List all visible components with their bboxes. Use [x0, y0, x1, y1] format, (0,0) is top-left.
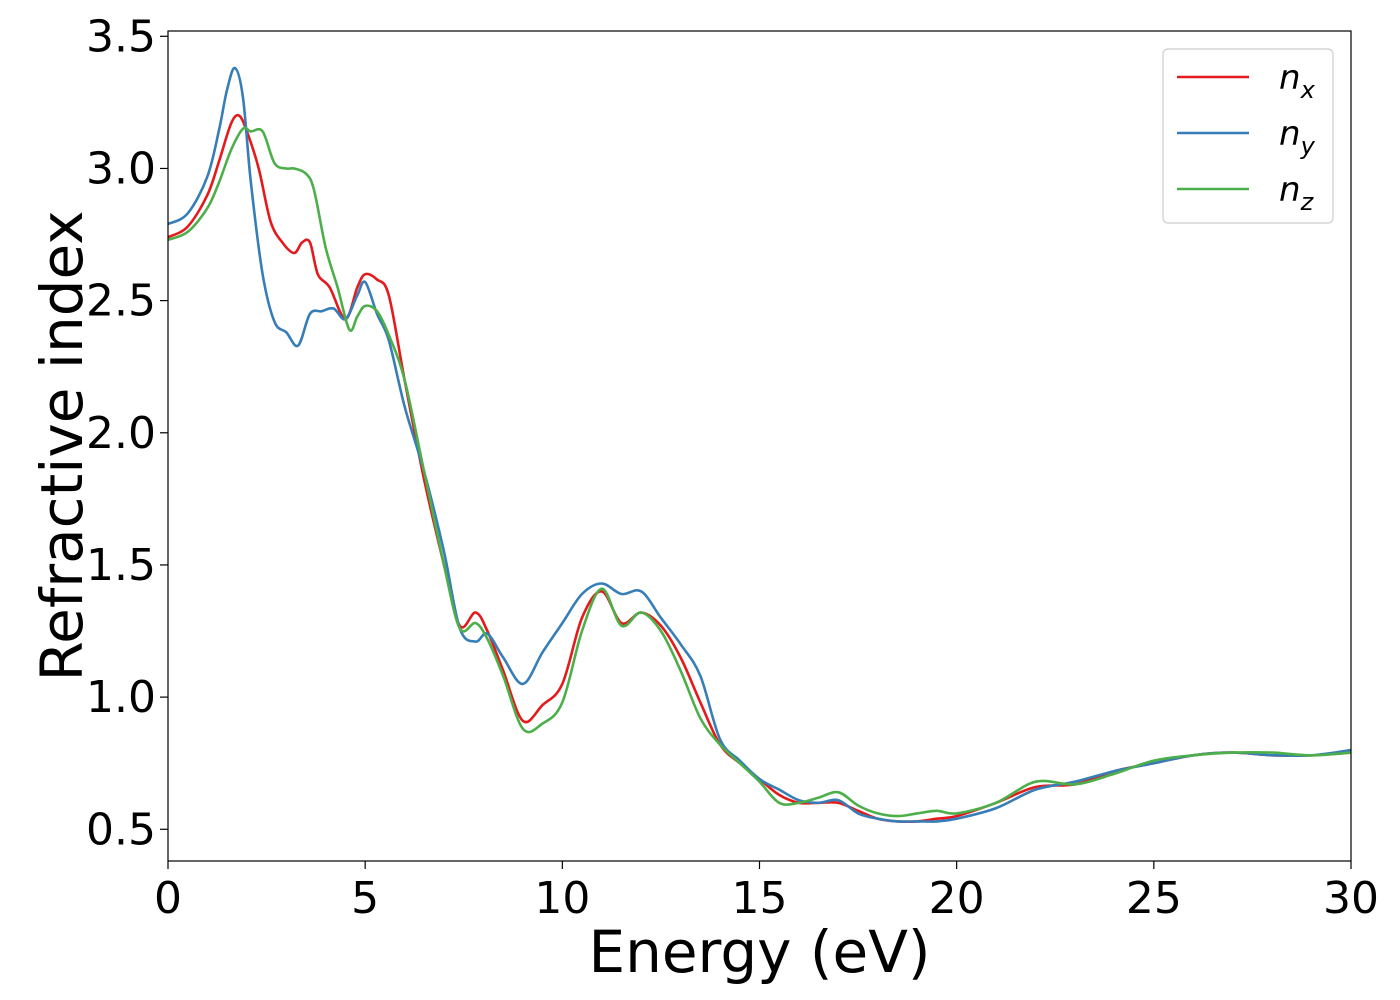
- y-tick-label: 0.5: [86, 804, 156, 855]
- legend-label-subscript: x: [1300, 76, 1316, 104]
- y-tick-label: 3.5: [86, 11, 156, 62]
- legend-label-base: n: [1279, 114, 1301, 154]
- y-tick-label: 3.0: [86, 143, 156, 194]
- x-tick-label: 0: [154, 873, 182, 924]
- y-tick-label: 2.5: [86, 276, 156, 327]
- x-axis-label: Energy (eV): [588, 918, 930, 986]
- legend-label-nz: nz: [1279, 170, 1315, 216]
- legend-label-subscript: y: [1300, 132, 1316, 160]
- x-tick-label: 25: [1126, 873, 1182, 924]
- legend-label-base: n: [1279, 170, 1301, 210]
- x-tick-label: 30: [1323, 873, 1379, 924]
- legend-label-nx: nx: [1279, 58, 1316, 104]
- legend-label-subscript: z: [1300, 188, 1315, 216]
- x-tick-label: 20: [929, 873, 985, 924]
- legend-box: [1162, 48, 1334, 224]
- y-axis-label: Refractive index: [28, 210, 96, 681]
- x-tick-label: 15: [732, 873, 788, 924]
- x-tick-label: 5: [351, 873, 379, 924]
- y-tick-label: 1.5: [86, 540, 156, 591]
- x-axis: 0 5 10 15 20 25 30: [154, 861, 1379, 924]
- series-layer: [168, 66, 1351, 823]
- series-line-ny: [168, 66, 1351, 823]
- legend-label-base: n: [1279, 58, 1301, 98]
- series-line-nz: [168, 126, 1351, 818]
- legend-label-ny: ny: [1279, 114, 1316, 160]
- x-tick-label: 10: [534, 873, 590, 924]
- y-tick-label: 1.0: [86, 672, 156, 723]
- y-tick-label: 2.0: [86, 408, 156, 459]
- y-axis: 0.5 1.0 1.5 2.0 2.5 3.0 3.5: [86, 11, 168, 855]
- series-line-nx: [168, 113, 1351, 823]
